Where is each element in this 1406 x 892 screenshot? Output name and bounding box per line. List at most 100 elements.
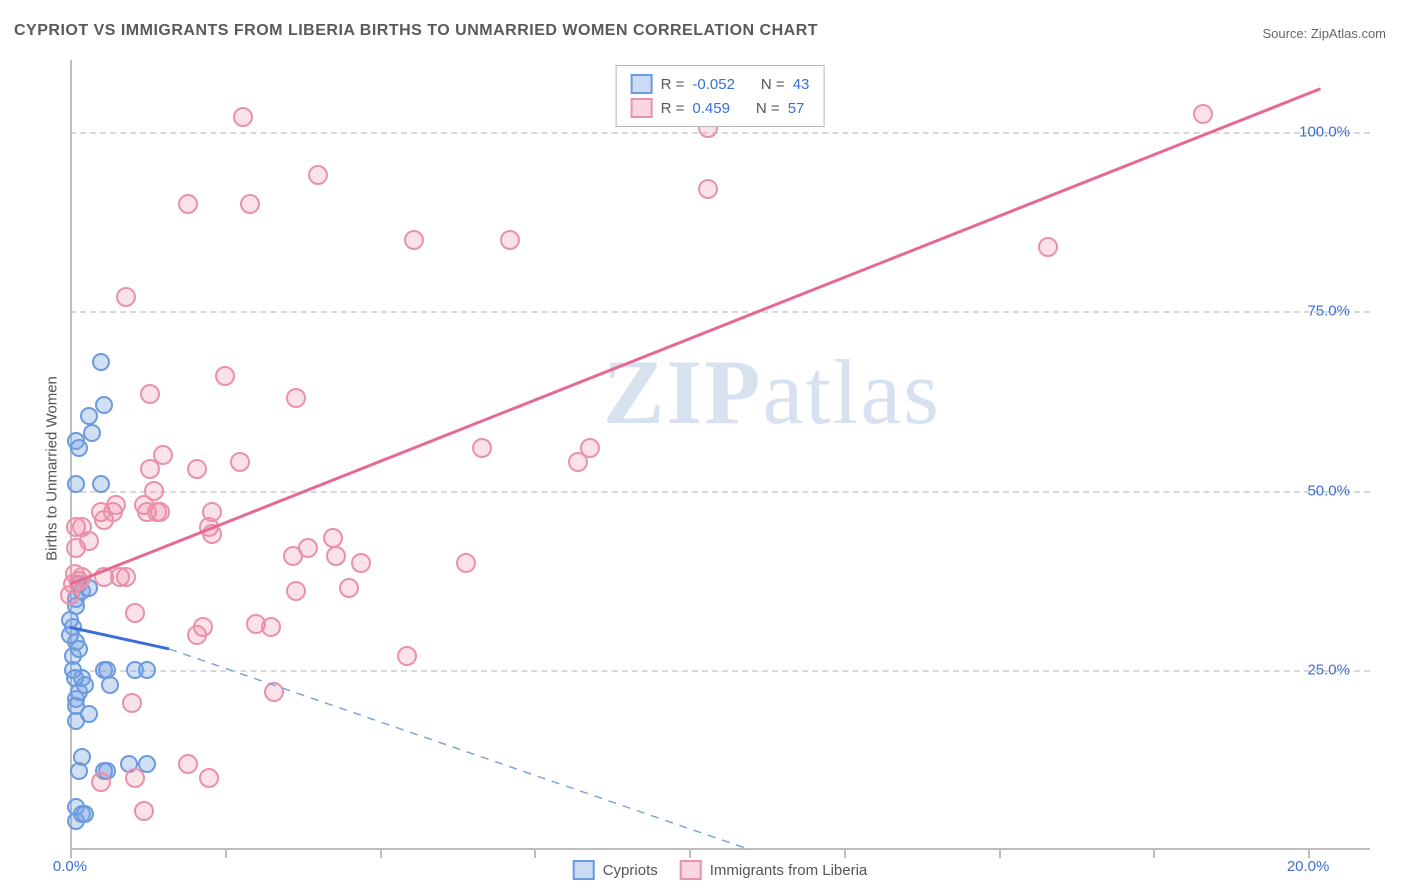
trend-lines	[70, 60, 1370, 850]
scatter-point	[79, 531, 99, 551]
r-label: R =	[661, 76, 685, 93]
x-tick	[1153, 850, 1155, 858]
legend-item-liberia: Immigrants from Liberia	[680, 860, 868, 880]
y-tick-label: 50.0%	[1307, 482, 1350, 499]
scatter-point	[125, 603, 145, 623]
legend-series: Cypriots Immigrants from Liberia	[573, 860, 868, 880]
x-tick-label: 20.0%	[1287, 858, 1330, 875]
scatter-point	[215, 366, 235, 386]
x-tick	[844, 850, 846, 858]
scatter-point	[286, 388, 306, 408]
y-axis-label: Births to Unmarried Women	[44, 376, 61, 561]
scatter-point	[80, 407, 98, 425]
scatter-point	[199, 768, 219, 788]
scatter-point	[500, 230, 520, 250]
scatter-point	[92, 475, 110, 493]
scatter-point	[323, 528, 343, 548]
scatter-point	[298, 538, 318, 558]
scatter-point	[187, 459, 207, 479]
scatter-point	[187, 625, 207, 645]
scatter-point	[61, 611, 79, 629]
legend-row-1: R = -0.052 N = 43	[631, 72, 810, 96]
r-value: 0.459	[692, 100, 730, 117]
y-tick-label: 100.0%	[1299, 123, 1350, 140]
x-axis-line	[70, 848, 1370, 850]
x-tick	[999, 850, 1001, 858]
y-tick-label: 25.0%	[1307, 662, 1350, 679]
watermark: ZIPatlas	[603, 339, 941, 445]
scatter-point	[106, 495, 126, 515]
scatter-point	[240, 194, 260, 214]
gridline-h	[70, 491, 1370, 493]
scatter-point	[178, 754, 198, 774]
scatter-point	[134, 801, 154, 821]
x-tick	[534, 850, 536, 858]
swatch-blue	[631, 74, 653, 94]
scatter-point	[1038, 237, 1058, 257]
n-value: 57	[788, 100, 805, 117]
scatter-point	[472, 438, 492, 458]
legend-item-cypriots: Cypriots	[573, 860, 658, 880]
scatter-point	[264, 682, 284, 702]
swatch-pink	[631, 98, 653, 118]
scatter-point	[178, 194, 198, 214]
legend-label: Immigrants from Liberia	[710, 862, 868, 879]
legend-label: Cypriots	[603, 862, 658, 879]
scatter-point	[67, 475, 85, 493]
x-tick	[1308, 850, 1310, 858]
x-tick	[689, 850, 691, 858]
scatter-point	[144, 481, 164, 501]
scatter-point	[1193, 104, 1213, 124]
x-tick	[225, 850, 227, 858]
legend-correlation: R = -0.052 N = 43 R = 0.459 N = 57	[616, 65, 825, 127]
chart-area: Births to Unmarried Women ZIPatlas R = -…	[50, 60, 1370, 850]
y-axis-line	[70, 60, 72, 850]
scatter-point	[95, 396, 113, 414]
scatter-point	[140, 384, 160, 404]
scatter-point	[66, 669, 84, 687]
scatter-point	[116, 287, 136, 307]
scatter-point	[122, 693, 142, 713]
x-tick	[380, 850, 382, 858]
swatch-pink	[680, 860, 702, 880]
scatter-point	[150, 502, 170, 522]
n-label: N =	[756, 100, 780, 117]
scatter-point	[70, 439, 88, 457]
scatter-point	[339, 578, 359, 598]
r-label: R =	[661, 100, 685, 117]
watermark-bold: ZIP	[603, 341, 762, 443]
n-label: N =	[761, 76, 785, 93]
legend-row-2: R = 0.459 N = 57	[631, 96, 810, 120]
chart-title: CYPRIOT VS IMMIGRANTS FROM LIBERIA BIRTH…	[14, 22, 818, 40]
gridline-h	[70, 132, 1370, 134]
watermark-light: atlas	[762, 341, 941, 443]
scatter-point	[456, 553, 476, 573]
x-tick-label: 0.0%	[53, 858, 87, 875]
scatter-point	[326, 546, 346, 566]
scatter-point	[351, 553, 371, 573]
scatter-point	[404, 230, 424, 250]
scatter-point	[153, 445, 173, 465]
scatter-point	[261, 617, 281, 637]
y-tick-label: 75.0%	[1307, 303, 1350, 320]
swatch-blue	[573, 860, 595, 880]
scatter-point	[308, 165, 328, 185]
scatter-point	[65, 564, 85, 584]
source-label: Source: ZipAtlas.com	[1262, 26, 1386, 41]
scatter-point	[101, 676, 119, 694]
scatter-point	[92, 353, 110, 371]
scatter-point	[202, 502, 222, 522]
scatter-point	[70, 762, 88, 780]
scatter-point	[202, 524, 222, 544]
scatter-point	[698, 179, 718, 199]
scatter-point	[138, 661, 156, 679]
scatter-point	[83, 424, 101, 442]
gridline-h	[70, 670, 1370, 672]
scatter-point	[125, 768, 145, 788]
scatter-point	[580, 438, 600, 458]
scatter-point	[397, 646, 417, 666]
scatter-point	[116, 567, 136, 587]
plot-region: ZIPatlas R = -0.052 N = 43 R = 0.459 N =…	[70, 60, 1370, 850]
scatter-point	[76, 805, 94, 823]
n-value: 43	[793, 76, 810, 93]
